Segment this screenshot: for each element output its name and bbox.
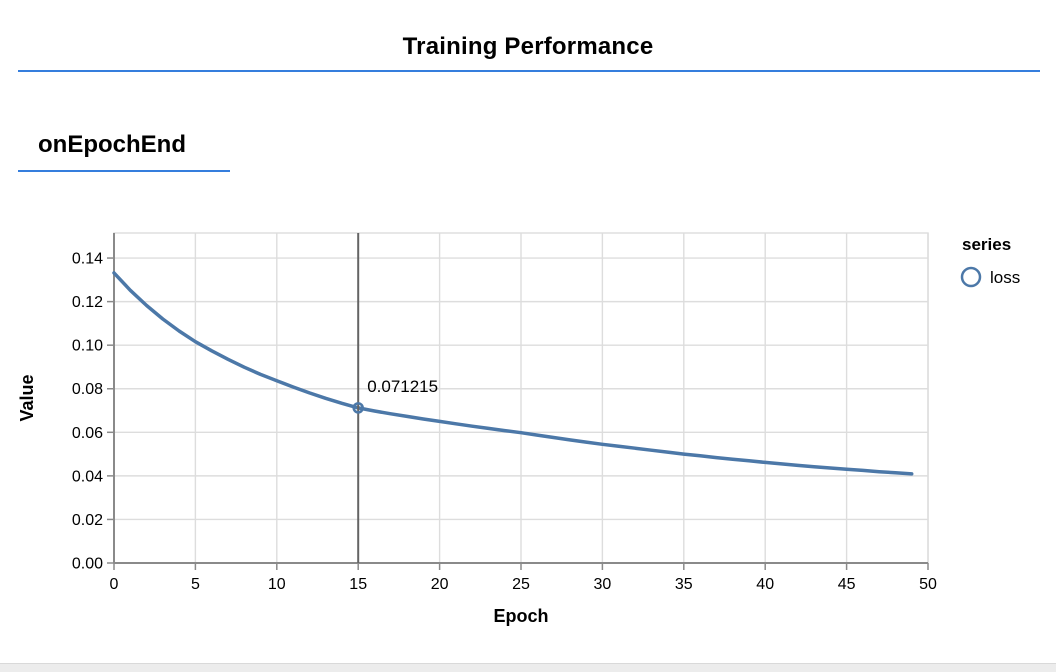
legend-item-label: loss xyxy=(990,268,1020,287)
section-title: onEpochEnd xyxy=(38,131,186,158)
y-tick-label: 0.04 xyxy=(72,468,103,485)
page-title: Training Performance xyxy=(402,33,654,60)
horizontal-scrollbar-track[interactable] xyxy=(0,663,1056,672)
x-tick-label: 50 xyxy=(919,576,937,593)
x-tick-label: 20 xyxy=(431,576,449,593)
legend-marker-open-circle-icon xyxy=(960,266,982,288)
hover-value-label: 0.071215 xyxy=(367,377,438,396)
legend-title: series xyxy=(962,235,1011,254)
y-axis-title: Value xyxy=(17,374,37,421)
y-tick-label: 0.02 xyxy=(72,512,103,529)
y-tick-label: 0.06 xyxy=(72,425,103,442)
x-tick-label: 25 xyxy=(512,576,530,593)
x-tick-label: 35 xyxy=(675,576,693,593)
x-tick-label: 45 xyxy=(838,576,856,593)
y-tick-label: 0.12 xyxy=(72,294,103,311)
x-tick-label: 40 xyxy=(756,576,774,593)
hover-point xyxy=(352,402,364,414)
y-tick-label: 0.08 xyxy=(72,381,103,398)
x-tick-label: 10 xyxy=(268,576,286,593)
x-tick-label: 15 xyxy=(349,576,367,593)
y-tick-label: 0.00 xyxy=(72,556,103,573)
x-tick-label: 30 xyxy=(594,576,612,593)
x-axis-title: Epoch xyxy=(493,606,548,626)
header-divider xyxy=(18,70,1040,72)
y-tick-label: 0.14 xyxy=(72,251,103,268)
x-tick-label: 5 xyxy=(191,576,200,593)
loss-line[interactable] xyxy=(112,271,914,476)
x-tick-label: 0 xyxy=(110,576,119,593)
section-divider xyxy=(18,170,230,172)
y-tick-label: 0.10 xyxy=(72,338,103,355)
